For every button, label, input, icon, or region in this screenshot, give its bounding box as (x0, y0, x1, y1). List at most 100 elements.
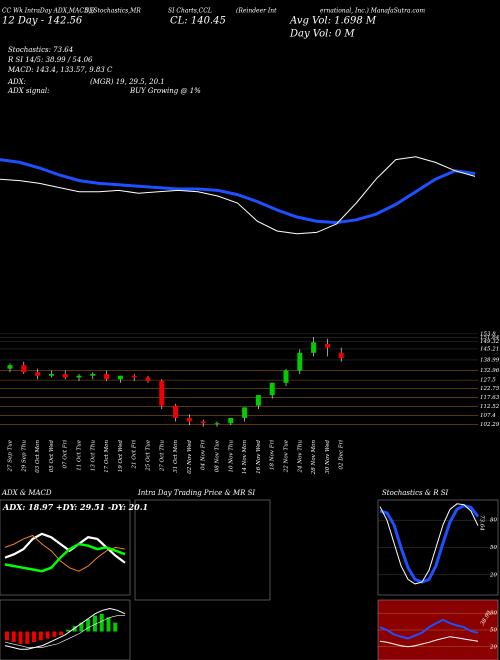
y-tick-label: 20 (489, 572, 497, 578)
macd-bar (38, 631, 43, 641)
y-tick-label: 50 (490, 628, 497, 634)
stoch-k-line (379, 503, 479, 585)
candle-body (324, 344, 330, 348)
day-vol: Day Vol: 0 M (289, 29, 355, 40)
x-tick-label: 21 Oct Fri (132, 440, 138, 470)
x-tick-label: 16 Nov Wed (256, 440, 262, 474)
macd-bar (32, 631, 37, 643)
rsi-line (379, 618, 479, 640)
macd-bar (25, 631, 30, 644)
stoch-text: Stochastics: 73.64 (8, 46, 73, 54)
x-tick-label: 10 Nov Thu (228, 440, 234, 473)
adx-signal: ADX signal: (7, 87, 49, 95)
macd-bar (59, 631, 64, 636)
macd-line (4, 607, 126, 650)
adx-signal-value: BUY Growing @ 1% (129, 87, 201, 95)
candle-body (48, 373, 54, 376)
y-tick-label: 20 (489, 644, 497, 650)
y-tick-label: 132.96 (480, 368, 500, 374)
minus-di-line (4, 534, 126, 572)
candle-body (186, 417, 192, 422)
macd-bar (92, 615, 97, 632)
y-tick-label: 50 (490, 545, 497, 551)
x-tick-label: 17 Oct Mon (104, 440, 110, 473)
adx-values: (MGR) 19, 29.5, 20.1 (90, 78, 165, 86)
macd-bar (18, 631, 23, 644)
macd-text: MACD: 143.4, 133.57, 9.83 C (7, 66, 113, 74)
x-tick-label: 05 Oct Wed (49, 440, 55, 473)
candle-body (76, 375, 82, 378)
candle-body (7, 365, 13, 369)
header-text: (Reindeer Int (236, 8, 277, 15)
macd-bar (52, 631, 57, 637)
rsi-text: R SI 14/5: 38.99 / 54.06 (7, 56, 93, 64)
x-tick-label: 18 Nov Fri (270, 440, 276, 470)
candle-body (228, 417, 234, 424)
candle-body (62, 373, 68, 378)
candle-body (90, 373, 96, 376)
close-text: CL: 140.45 (170, 16, 226, 27)
candle-body (35, 372, 41, 376)
x-tick-label: 31 Oct Mon (173, 440, 179, 473)
y-tick-label: 112.52 (480, 404, 500, 410)
adx-line (4, 532, 126, 564)
macd-bar (79, 622, 84, 632)
y-tick-label: 153.8 (480, 331, 496, 337)
header-text: SI Charts,CCL (168, 8, 212, 15)
y-tick-label: 122.75 (480, 386, 500, 392)
candle-body (269, 382, 275, 396)
candle-body (283, 370, 289, 383)
x-tick-label: 14 Nov Mon (242, 440, 248, 475)
header-text: CC Wk IntraDay ADX,MACD,R (2, 8, 95, 15)
macd-bar (106, 617, 111, 632)
candle-body (297, 352, 303, 371)
x-tick-label: 27 Sep Tue (8, 439, 14, 472)
y-tick-label: 145.21 (480, 346, 499, 352)
candle-body (338, 352, 344, 359)
signal-line (4, 615, 125, 648)
panel-title: Stochastics & R SI (382, 489, 449, 497)
candle-body (311, 342, 317, 353)
candle-body (145, 377, 151, 381)
adx-label: ADX: 18.97 +DY: 29.51 -DY: 20.1 (2, 502, 148, 512)
ma-line (0, 158, 476, 225)
x-tick-label: 04 Nov Fri (201, 440, 207, 470)
y-tick-label: 127.5 (480, 378, 496, 384)
x-tick-label: 19 Oct Wed (118, 440, 124, 473)
x-tick-label: 25 Oct Tue (146, 439, 152, 472)
candle-body (131, 375, 137, 378)
candle-body (214, 423, 220, 425)
x-tick-label: 13 Oct Thu (90, 440, 96, 472)
candle-body (159, 381, 165, 406)
stoch-d-line (379, 503, 480, 584)
x-tick-label: 11 Oct Tue (77, 439, 83, 471)
x-tick-label: 27 Oct Thu (159, 440, 165, 473)
macd-bar (45, 631, 50, 639)
adx-frame (0, 499, 131, 596)
candle-body (200, 421, 206, 424)
y-tick-label: 80 (490, 518, 497, 524)
plus-di-line (4, 542, 126, 573)
y-tick-label: 149.32 (480, 339, 500, 345)
x-tick-label: 07 Oct Fri (63, 440, 69, 469)
y-tick-label: 151.64 (480, 335, 500, 341)
candle-body (21, 365, 27, 373)
candle-body (104, 373, 110, 380)
y-tick-label: 102.29 (480, 422, 500, 428)
y-tick-label: 80 (490, 611, 497, 617)
x-tick-label: 24 Nov Thu (297, 440, 303, 474)
x-tick-label: 02 Dec Fri (339, 440, 345, 470)
y-tick-label: 138.99 (480, 357, 500, 363)
x-tick-label: 30 Nov Wed (325, 440, 331, 474)
x-tick-label: 03 Oct Mon (35, 440, 41, 473)
panel-title: ADX & MACD (1, 489, 52, 497)
macd-bar (113, 622, 118, 632)
candle-body (242, 407, 248, 418)
x-tick-label: 28 Nov Mon (311, 440, 317, 476)
macd-bar (5, 631, 9, 641)
header-text: ernational, Inc.) ManafaSutra.com (320, 8, 425, 15)
candle-body (173, 405, 179, 418)
panel-title: Intra Day Trading Price & MR SI (137, 489, 255, 497)
x-tick-label: 08 Nov Tue (215, 439, 221, 472)
